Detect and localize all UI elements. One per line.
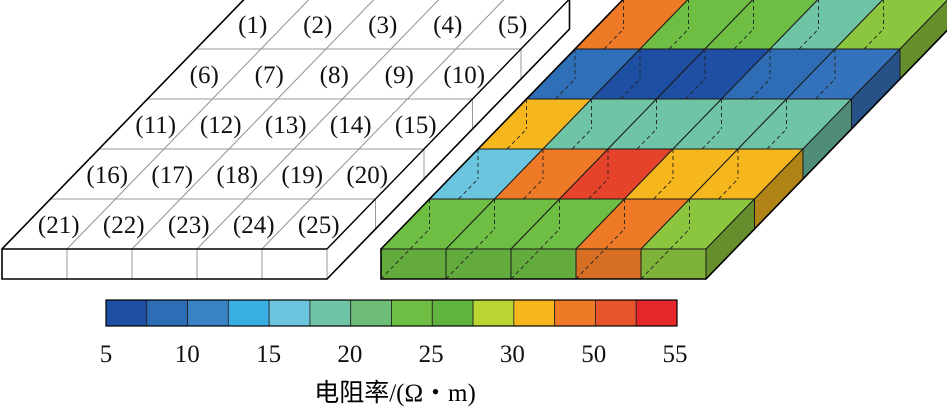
resistivity-color-grid — [379, 0, 947, 281]
resistivity-colorbar: 5 10 15 20 25 30 50 55 — [100, 299, 688, 368]
colorbar-swatch — [635, 299, 678, 327]
cell-number-label: (11) — [135, 112, 176, 139]
cell-number-label: (8) — [320, 62, 349, 89]
cell-number-label: (17) — [151, 162, 193, 189]
colorbar-tick-label: 25 — [419, 341, 444, 368]
cell-number-label: (18) — [216, 162, 258, 189]
cell-number-label: (16) — [86, 162, 128, 189]
resistivity-outline — [380, 0, 947, 280]
colorbar-tick-label: 55 — [663, 341, 688, 368]
colorbar-swatch — [554, 299, 596, 327]
resistivity-cell-25 — [639, 197, 756, 281]
colorbar-swatch — [105, 299, 148, 327]
cell-number-label: (4) — [433, 12, 462, 39]
cell-number-label: (25) — [298, 212, 340, 239]
colorbar-swatch — [350, 299, 392, 327]
grid-cell-25: (25) — [260, 197, 377, 281]
numbered-cell-grid: (1) (2) (3) (4) (5) (6) (7) (8) (9) (10) (11) (12) (… — [0, 0, 571, 281]
colorbar-swatch — [227, 299, 270, 327]
grid-cell-22: (22) — [65, 198, 182, 280]
colorbar-swatch — [309, 299, 352, 327]
colorbar-swatch — [391, 299, 433, 327]
cell-number-label: (20) — [346, 162, 388, 189]
colorbar-tick-label: 30 — [500, 341, 525, 368]
cell-number-label: (12) — [200, 112, 242, 139]
cell-number-label: (21) — [38, 212, 80, 239]
cell-number-label: (2) — [303, 12, 332, 39]
cell-number-label: (13) — [265, 112, 307, 139]
colorbar-tick-label: 20 — [337, 341, 362, 368]
cell-number-label: (7) — [255, 62, 284, 89]
cell-number-label: (14) — [330, 112, 372, 139]
cell-number-label: (23) — [168, 212, 210, 239]
colorbar-tick-label: 15 — [256, 341, 281, 368]
colorbar-tick-label: 10 — [175, 341, 200, 368]
colorbar-swatch — [472, 299, 515, 327]
cell-number-label: (19) — [281, 162, 323, 189]
colorbar-swatch — [146, 299, 188, 327]
cell-number-label: (22) — [103, 212, 145, 239]
colorbar-swatch — [268, 299, 311, 327]
cell-number-label: (9) — [385, 62, 414, 89]
cell-number-label: (24) — [233, 212, 275, 239]
colorbar-swatch — [431, 299, 474, 327]
colorbar-label: 电阻率/(Ω・m) — [314, 379, 476, 407]
colorbar-swatch — [187, 299, 229, 327]
cell-number-label: (10) — [443, 62, 485, 89]
cell-number-label: (15) — [395, 112, 437, 139]
colorbar-swatch — [595, 299, 637, 327]
colorbar-tick-label: 5 — [100, 341, 113, 368]
grid-cell-23: (23) — [130, 198, 247, 280]
cell-number-label: (3) — [368, 12, 397, 39]
cell-number-label: (1) — [238, 12, 267, 39]
cell-number-label: (5) — [498, 12, 527, 39]
colorbar-tick-label: 50 — [581, 341, 606, 368]
colorbar-swatch — [513, 299, 556, 327]
cell-number-label: (6) — [190, 62, 219, 89]
